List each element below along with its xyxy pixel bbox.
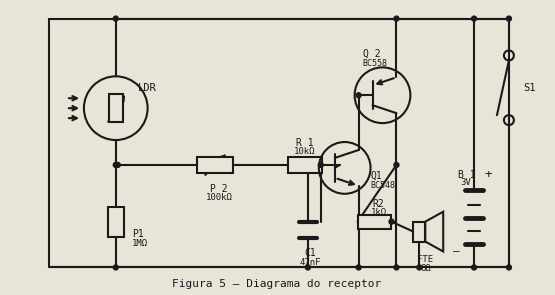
Text: C1: C1 (304, 248, 316, 258)
Circle shape (115, 163, 120, 167)
Circle shape (356, 265, 361, 270)
Text: Figura 5 – Diagrama do receptor: Figura 5 – Diagrama do receptor (173, 279, 382, 289)
Text: FTE: FTE (417, 255, 433, 264)
Text: Q 2: Q 2 (362, 48, 380, 58)
Text: BC558: BC558 (362, 59, 387, 68)
Bar (357, 215, 391, 229)
Text: 10kΩ: 10kΩ (294, 148, 316, 156)
Text: –: – (453, 247, 460, 257)
Text: 8Ω: 8Ω (420, 264, 431, 273)
Circle shape (394, 16, 399, 21)
Text: 1MΩ: 1MΩ (132, 239, 148, 248)
Circle shape (394, 163, 399, 167)
Circle shape (394, 265, 399, 270)
Circle shape (319, 163, 323, 167)
Bar (288, 157, 322, 173)
Bar (413, 222, 425, 242)
Text: R2: R2 (372, 199, 385, 209)
Circle shape (389, 219, 394, 224)
Text: +: + (485, 168, 492, 181)
Text: Q1: Q1 (371, 171, 382, 181)
Circle shape (113, 265, 118, 270)
Polygon shape (425, 212, 443, 252)
Text: B 1: B 1 (458, 170, 476, 180)
Circle shape (305, 265, 310, 270)
Text: S1: S1 (523, 83, 536, 93)
Bar (109, 94, 123, 122)
Text: BC548: BC548 (371, 181, 396, 190)
Circle shape (472, 265, 477, 270)
Circle shape (356, 93, 361, 98)
Bar (198, 157, 233, 173)
Text: P 2: P 2 (210, 184, 228, 194)
Text: 47nF: 47nF (299, 258, 321, 267)
Text: LDR: LDR (138, 83, 157, 93)
Circle shape (417, 265, 422, 270)
Text: P1: P1 (132, 229, 143, 239)
Circle shape (506, 16, 511, 21)
Text: R 1: R 1 (296, 138, 314, 148)
Circle shape (113, 163, 118, 167)
Circle shape (113, 16, 118, 21)
Text: 3V: 3V (460, 178, 471, 187)
Circle shape (472, 16, 477, 21)
Text: 1kΩ: 1kΩ (370, 208, 387, 217)
Circle shape (506, 265, 511, 270)
Text: 100kΩ: 100kΩ (206, 193, 233, 202)
Bar (108, 207, 124, 237)
